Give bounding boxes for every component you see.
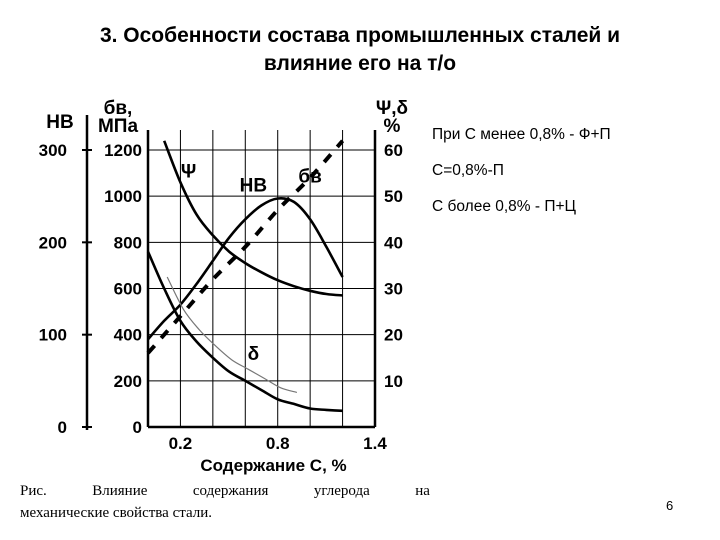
sigma-tick-label: 1000 [104, 187, 142, 206]
psi-delta-tick-label: 30 [384, 280, 403, 299]
series-label-δ: δ [248, 344, 260, 365]
caption-word: Рис. [20, 483, 47, 499]
note-eutectoid: С=0,8%-П [432, 162, 504, 179]
series-line-НВ [146, 139, 345, 355]
series-label-бв: бв [298, 166, 321, 187]
series-label-Ψ: Ψ [181, 162, 196, 183]
figure-caption: Рис. Влияние содержания углерода на меха… [20, 480, 430, 524]
hb-tick-label: 200 [39, 233, 67, 252]
note-hypoeutectoid: При С менее 0,8% - Ф+П [432, 126, 611, 143]
psi-delta-tick-label: 40 [384, 233, 403, 252]
caption-word: содержания [192, 483, 269, 499]
sigma-tick-label: 400 [114, 326, 142, 345]
chart-series [146, 139, 345, 413]
sigma-tick-label: 200 [114, 372, 142, 391]
title-line-2: влияние его на т/о [263, 52, 457, 75]
hb-axis-label: НВ [46, 112, 73, 133]
sigma-tick-label: 0 [133, 418, 142, 437]
x-tick-label: 0.2 [169, 434, 193, 453]
caption-line-1: Рис. Влияние содержания углерода на [20, 480, 430, 502]
note-hypereutectoid: С более 0,8% - П+Ц [432, 198, 577, 215]
psi-delta-tick-label: 20 [384, 326, 403, 345]
carbon-properties-chart: НВбв,МПаΨ,δ%3002001000120010008006004002… [39, 98, 408, 475]
caption-word: Влияние [92, 483, 148, 499]
slide-title: 3. Особенности состава промышленных стал… [40, 22, 680, 78]
caption-word: углерода [313, 483, 370, 499]
caption-word: на [415, 483, 430, 499]
sigma-axis-unit: МПа [98, 116, 138, 137]
x-tick-label: 1.4 [363, 434, 387, 453]
page-number: 6 [666, 498, 674, 513]
series-line-δ [146, 251, 343, 413]
psi-delta-tick-label: 60 [384, 141, 403, 160]
sigma-axis-label: бв, [104, 98, 133, 119]
sigma-tick-label: 1200 [104, 141, 142, 160]
hb-tick-label: 300 [39, 141, 67, 160]
psi-delta-tick-label: 50 [384, 187, 403, 206]
chart-axes [82, 115, 377, 430]
phase-notes: При С менее 0,8% - Ф+П С=0,8%-П С более … [432, 125, 702, 233]
hb-tick-label: 100 [39, 326, 67, 345]
title-line-1: 3. Особенности состава промышленных стал… [99, 24, 621, 47]
sigma-tick-label: 800 [114, 233, 142, 252]
psi-delta-tick-label: 10 [384, 372, 403, 391]
series-line-Ψ [162, 140, 343, 297]
caption-line-2: механические свойства стали. [20, 505, 213, 521]
x-axis-label: Содержание С, % [200, 456, 346, 475]
hb-tick-label: 0 [58, 418, 67, 437]
series-label-НВ: НВ [240, 176, 267, 197]
psi-delta-axis-label: Ψ,δ [376, 98, 408, 119]
psi-delta-axis-unit: % [384, 116, 401, 137]
sigma-tick-label: 600 [114, 280, 142, 299]
x-tick-label: 0.8 [266, 434, 290, 453]
series-envelope-delta [166, 276, 298, 393]
chart-labels: НВбв,МПаΨ,δ%3002001000120010008006004002… [39, 98, 408, 475]
